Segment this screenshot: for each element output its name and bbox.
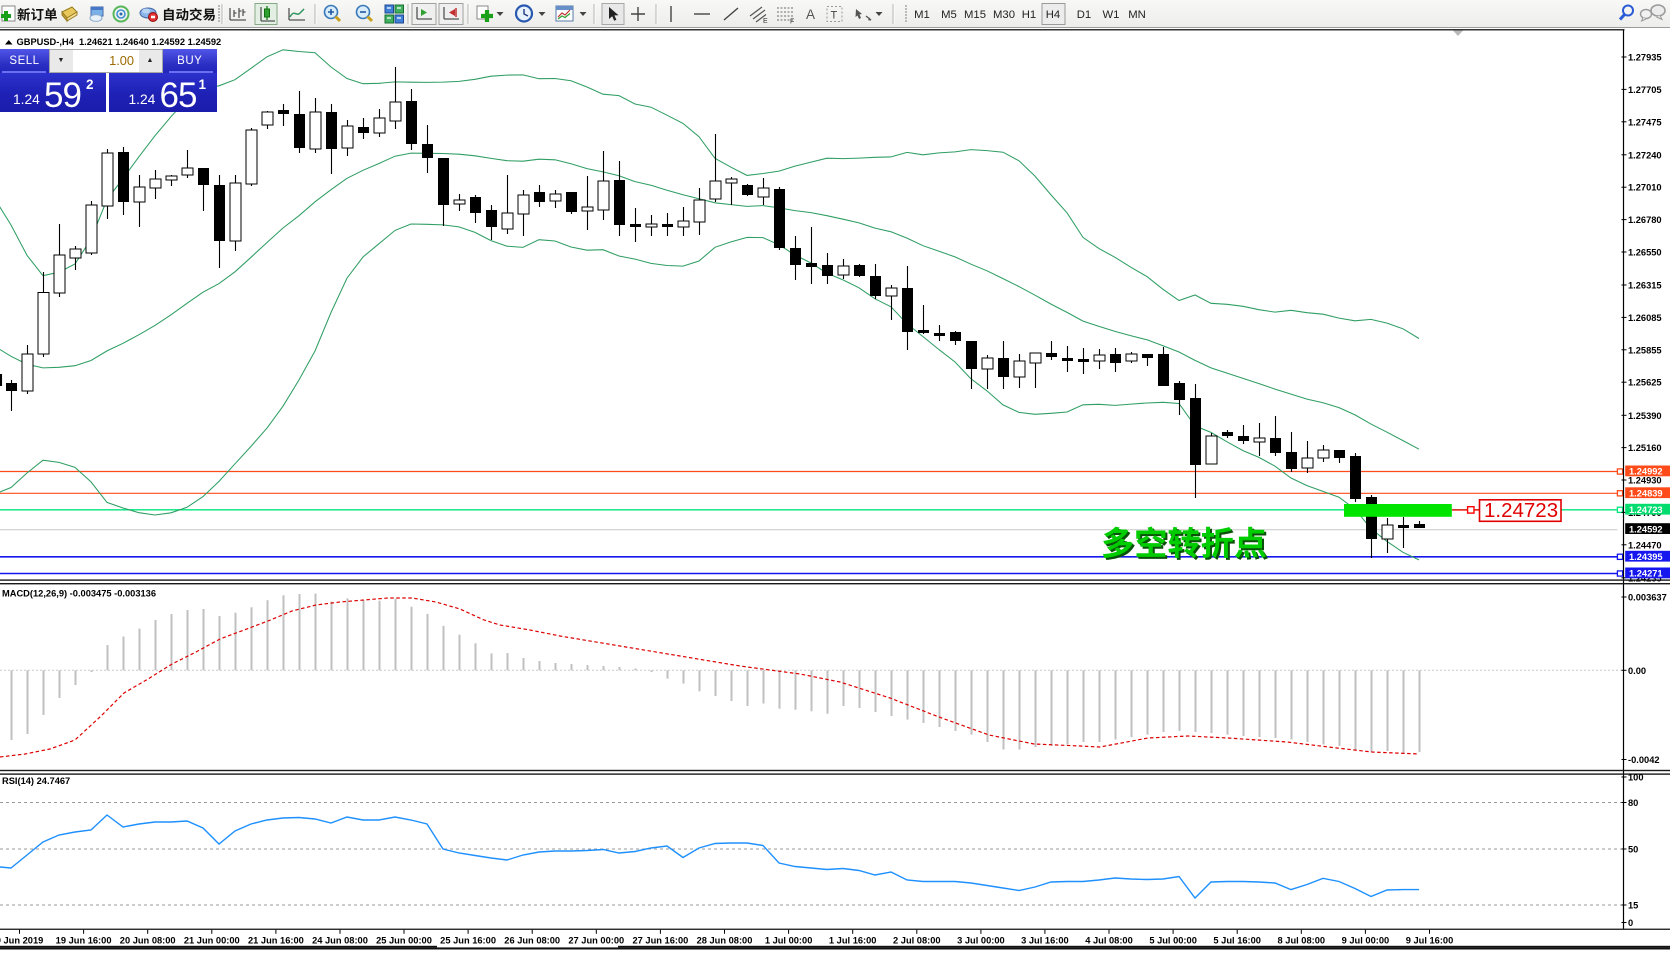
svg-text:1.24930: 1.24930 [1628, 476, 1662, 486]
svg-text:2 Jul 08:00: 2 Jul 08:00 [893, 936, 941, 946]
svg-text:1.25855: 1.25855 [1628, 345, 1662, 355]
svg-text:21 Jun 00:00: 21 Jun 00:00 [184, 936, 240, 946]
svg-text:1.26550: 1.26550 [1628, 248, 1662, 258]
svg-text:1.27240: 1.27240 [1628, 150, 1662, 160]
svg-text:80: 80 [1628, 798, 1638, 808]
svg-text:M5: M5 [941, 9, 957, 21]
svg-text:1.27010: 1.27010 [1628, 183, 1662, 193]
svg-text:1.25625: 1.25625 [1628, 378, 1662, 388]
svg-text:19 Jun 16:00: 19 Jun 16:00 [56, 936, 112, 946]
svg-text:3 Jul 16:00: 3 Jul 16:00 [1021, 936, 1069, 946]
svg-text:D1: D1 [1077, 9, 1091, 21]
svg-text:H1: H1 [1022, 9, 1036, 21]
svg-text:28 Jun 08:00: 28 Jun 08:00 [697, 936, 753, 946]
svg-text:H4: H4 [1046, 9, 1060, 21]
svg-text:1.24592: 1.24592 [1629, 524, 1663, 534]
svg-text:8 Jul 08:00: 8 Jul 08:00 [1278, 936, 1326, 946]
svg-text:27 Jun 16:00: 27 Jun 16:00 [632, 936, 688, 946]
svg-text:24 Jun 08:00: 24 Jun 08:00 [312, 936, 368, 946]
svg-text:1.24271: 1.24271 [1629, 569, 1663, 579]
svg-text:0.00: 0.00 [1628, 666, 1646, 676]
svg-text:1.24992: 1.24992 [1629, 467, 1663, 477]
svg-text:MACD(12,26,9) -0.003475 -0.003: MACD(12,26,9) -0.003475 -0.003136 [2, 589, 156, 599]
svg-text:9 Jul 00:00: 9 Jul 00:00 [1342, 936, 1390, 946]
svg-text:1.25390: 1.25390 [1628, 411, 1662, 421]
svg-text:15: 15 [1628, 901, 1638, 911]
svg-text:1.24839: 1.24839 [1629, 488, 1663, 498]
svg-text:RSI(14) 24.7467: RSI(14) 24.7467 [2, 776, 70, 786]
svg-text:0.003637: 0.003637 [1628, 593, 1667, 603]
svg-text:1.25160: 1.25160 [1628, 443, 1662, 453]
svg-text:1.26780: 1.26780 [1628, 215, 1662, 225]
svg-text:5 Jul 16:00: 5 Jul 16:00 [1213, 936, 1261, 946]
svg-text:M15: M15 [964, 9, 986, 21]
svg-text:1.27705: 1.27705 [1628, 85, 1662, 95]
svg-text:-0.0042: -0.0042 [1628, 755, 1660, 765]
svg-text:26 Jun 08:00: 26 Jun 08:00 [504, 936, 560, 946]
svg-text:1.24723: 1.24723 [1629, 505, 1663, 515]
svg-text:4 Jul 08:00: 4 Jul 08:00 [1085, 936, 1133, 946]
svg-text:20 Jun 08:00: 20 Jun 08:00 [120, 936, 176, 946]
svg-text:21 Jun 16:00: 21 Jun 16:00 [248, 936, 304, 946]
svg-text:1 Jul 00:00: 1 Jul 00:00 [765, 936, 813, 946]
svg-text:T: T [831, 10, 838, 22]
svg-text:A: A [806, 7, 815, 22]
svg-text:1.27475: 1.27475 [1628, 117, 1662, 127]
svg-text:M30: M30 [993, 9, 1015, 21]
svg-text:27 Jun 00:00: 27 Jun 00:00 [568, 936, 624, 946]
svg-text:5 Jul 00:00: 5 Jul 00:00 [1149, 936, 1197, 946]
svg-text:1.24470: 1.24470 [1628, 540, 1662, 550]
svg-text:1.26085: 1.26085 [1628, 313, 1662, 323]
svg-text:1.24723: 1.24723 [1484, 499, 1558, 522]
svg-text:1.26315: 1.26315 [1628, 281, 1662, 291]
svg-text:25 Jun 00:00: 25 Jun 00:00 [376, 936, 432, 946]
svg-text:W1: W1 [1103, 9, 1120, 21]
svg-text:9 Jul 16:00: 9 Jul 16:00 [1406, 936, 1454, 946]
svg-text:MN: MN [1128, 9, 1146, 21]
svg-text:E: E [763, 18, 768, 25]
svg-text:100: 100 [1628, 773, 1644, 783]
svg-text:9 Jun 2019: 9 Jun 2019 [0, 936, 43, 946]
svg-text:1.27935: 1.27935 [1628, 53, 1662, 63]
svg-text:F: F [790, 19, 794, 26]
svg-text:50: 50 [1628, 845, 1638, 855]
svg-text:25 Jun 16:00: 25 Jun 16:00 [440, 936, 496, 946]
svg-text:GBPUSD-,H4 1.24621 1.24640 1.: GBPUSD-,H4 1.24621 1.24640 1.24592 1.245… [17, 37, 222, 47]
svg-text:M1: M1 [914, 9, 930, 21]
svg-text:1.24395: 1.24395 [1629, 552, 1663, 562]
svg-text:0: 0 [1628, 918, 1633, 928]
svg-text:1 Jul 16:00: 1 Jul 16:00 [829, 936, 877, 946]
svg-text:3 Jul 00:00: 3 Jul 00:00 [957, 936, 1005, 946]
